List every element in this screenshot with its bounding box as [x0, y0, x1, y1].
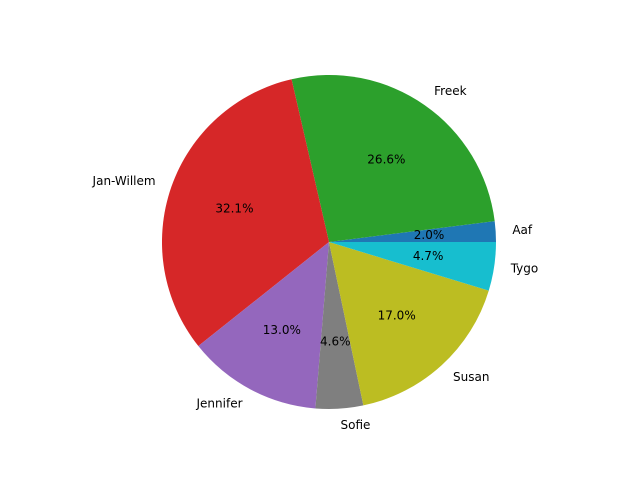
- pie-labels: Aaf 2.0% Freek 26.6% Jan-Willem 32.1% Jennifer…: [92, 84, 539, 432]
- slice-percent-tygo: 4.7%: [413, 249, 444, 263]
- pie-slices: [161, 74, 496, 409]
- slice-percent-jennifer: 13.0%: [263, 323, 301, 337]
- pie-slice-jan-willem: [161, 79, 329, 347]
- slice-percent-sofie: 4.6%: [320, 335, 351, 349]
- slice-label-susan: Susan: [453, 370, 489, 384]
- slice-label-sofie: Sofie: [341, 418, 371, 432]
- slice-label-jan-willem: Jan-Willem: [92, 174, 156, 188]
- slice-percent-susan: 17.0%: [378, 308, 416, 322]
- pie-slice-susan: [329, 242, 489, 406]
- slice-label-tygo: Tygo: [510, 262, 539, 276]
- pie-slice-jennifer: [198, 242, 329, 409]
- slice-label-jennifer: Jennifer: [196, 397, 243, 411]
- pie-slice-freek: [291, 74, 495, 242]
- slice-label-aaf: Aaf: [512, 223, 533, 237]
- pie-slice-sofie: [315, 242, 364, 409]
- pie-slice-tygo: [329, 242, 496, 291]
- slice-label-freek: Freek: [434, 84, 466, 98]
- slice-percent-jan-willem: 32.1%: [215, 201, 253, 215]
- slice-percent-aaf: 2.0%: [414, 228, 445, 242]
- slice-percent-freek: 26.6%: [367, 152, 405, 166]
- pie-slice-aaf: [329, 221, 496, 242]
